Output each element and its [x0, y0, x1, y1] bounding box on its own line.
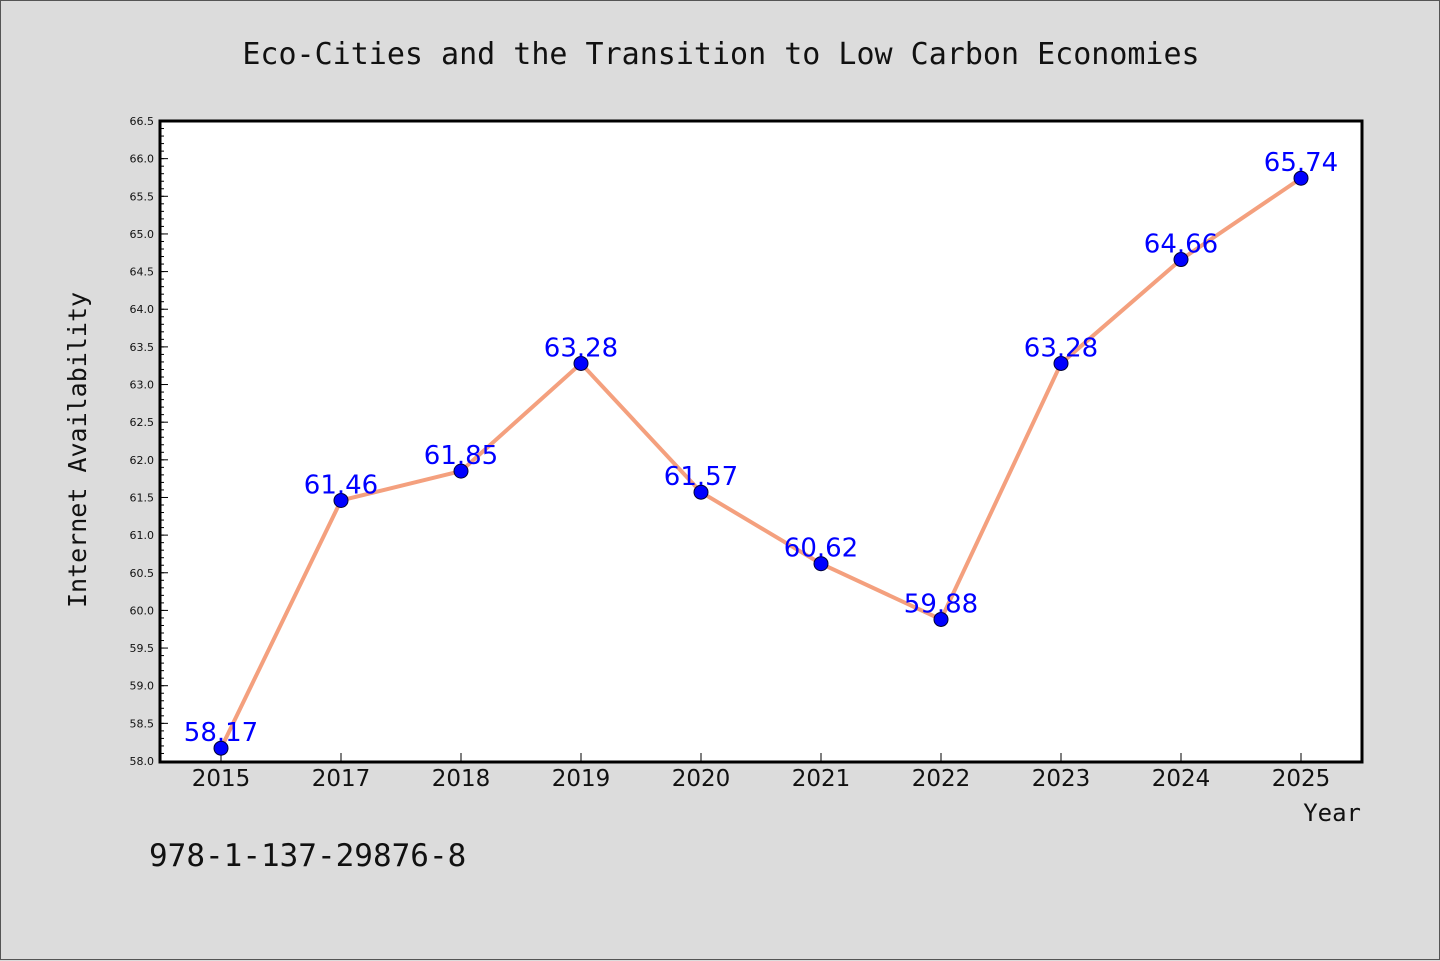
data-point	[573, 355, 589, 371]
x-tick-label: 2021	[792, 766, 851, 792]
data-label: 64.66	[1144, 230, 1218, 260]
y-tick-label: 58.0	[130, 755, 155, 768]
data-label: 61.46	[304, 470, 378, 500]
y-axis: 58.0 58.5 59.0 59.5 60.0 60.5 61.0 61.5 62.0 62.5…	[130, 115, 168, 768]
y-tick-label: 59.5	[130, 642, 155, 655]
x-tick-label: 2024	[1152, 766, 1211, 792]
isbn-annotation: 978-1-137-29876-8	[149, 838, 466, 874]
y-tick-label: 59.0	[130, 680, 155, 693]
y-axis-label: Internet Availability	[63, 292, 92, 608]
data-label: 59.88	[904, 589, 978, 619]
chart-title: Eco-Cities and the Transition to Low Car…	[242, 37, 1199, 72]
series-group: 58.17 61.46 61.85 63.28 61.57 60.62 59.88 63.28…	[184, 148, 1338, 756]
x-axis: 2015 2017 2018 2019 2020 2021 2022 2023 2024 2025	[192, 753, 1331, 792]
y-tick-label: 66.0	[130, 153, 155, 166]
x-tick-label: 2023	[1032, 766, 1091, 792]
x-tick-label: 2022	[912, 766, 971, 792]
x-tick-label: 2019	[552, 766, 611, 792]
y-tick-label: 65.5	[130, 190, 155, 203]
y-tick-label: 60.0	[130, 604, 155, 617]
y-tick-label: 61.5	[130, 491, 155, 504]
y-tick-label: 62.0	[130, 454, 155, 467]
y-tick-label: 61.0	[130, 529, 155, 542]
x-tick-label: 2017	[312, 766, 371, 792]
data-point	[1293, 170, 1309, 186]
plot-area	[158, 119, 1364, 764]
y-tick-label: 63.0	[130, 379, 155, 392]
x-tick-label: 2025	[1272, 766, 1331, 792]
data-label: 60.62	[784, 534, 858, 564]
y-tick-label: 60.5	[130, 567, 155, 580]
data-label: 65.74	[1264, 148, 1338, 178]
data-label: 58.17	[184, 718, 258, 748]
x-tick-label: 2015	[192, 766, 251, 792]
data-point	[213, 740, 229, 756]
data-point	[933, 611, 949, 627]
x-tick-label: 2018	[432, 766, 491, 792]
y-tick-label: 65.0	[130, 228, 155, 241]
data-point	[1053, 355, 1069, 371]
data-point	[693, 484, 709, 500]
y-tick-label: 58.5	[130, 717, 155, 730]
x-tick-label: 2020	[672, 766, 731, 792]
data-point	[333, 492, 349, 508]
data-point	[813, 556, 829, 572]
data-point	[453, 463, 469, 479]
y-tick-label: 66.5	[130, 115, 155, 128]
data-label: 63.28	[1024, 333, 1098, 363]
data-label: 61.57	[664, 462, 738, 492]
data-point	[1173, 252, 1189, 268]
data-label: 63.28	[544, 333, 618, 363]
y-tick-label: 64.0	[130, 303, 155, 316]
y-tick-label: 63.5	[130, 341, 155, 354]
y-tick-label: 62.5	[130, 416, 155, 429]
x-axis-label: Year	[1303, 799, 1361, 827]
y-tick-label: 64.5	[130, 266, 155, 279]
series-line	[219, 176, 1303, 751]
data-label: 61.85	[424, 441, 498, 471]
